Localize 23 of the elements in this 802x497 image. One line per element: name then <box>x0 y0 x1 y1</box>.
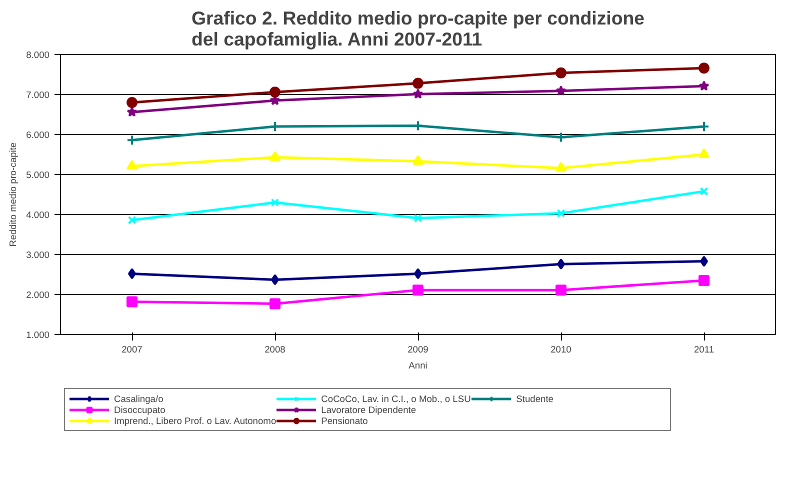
y-tick-label: 2.000 <box>26 290 50 300</box>
y-tick-label: 1.000 <box>26 330 50 340</box>
legend-label: Imprend., Libero Prof. o Lav. Autonomo <box>114 415 276 426</box>
y-tick-label: 6.000 <box>26 130 50 140</box>
x-axis-title: Anni <box>408 360 428 370</box>
x-tick-label: 2011 <box>694 344 714 354</box>
legend-label: Lavoratore Dipendente <box>321 404 418 415</box>
y-tick-label: 7.000 <box>26 90 50 100</box>
y-tick-label: 5.000 <box>26 170 50 180</box>
chart-title: Grafico 2. Reddito medio pro-capite per condizione del capofamiglia. Anni 2007-2011 <box>192 8 645 50</box>
legend-label: Disoccupato <box>114 404 166 415</box>
x-tick-label: 2008 <box>264 344 286 354</box>
legend-label: Studente <box>516 393 554 404</box>
legend-label: CoCoCo, Lav. in C.I., o Mob., o LSU <box>321 393 472 404</box>
y-tick-label: 4.000 <box>26 210 50 220</box>
legend-label: Casalinga/o <box>114 393 164 404</box>
y-tick-label: 3.000 <box>26 250 50 260</box>
x-tick-label: 2009 <box>408 344 428 354</box>
y-tick-label: 8.000 <box>26 50 50 60</box>
x-tick-label: 2007 <box>122 344 142 354</box>
y-axis-title: Reddito medio pro-capite <box>8 142 18 247</box>
legend-label: Pensionato <box>321 415 369 426</box>
x-tick-label: 2010 <box>550 344 572 354</box>
